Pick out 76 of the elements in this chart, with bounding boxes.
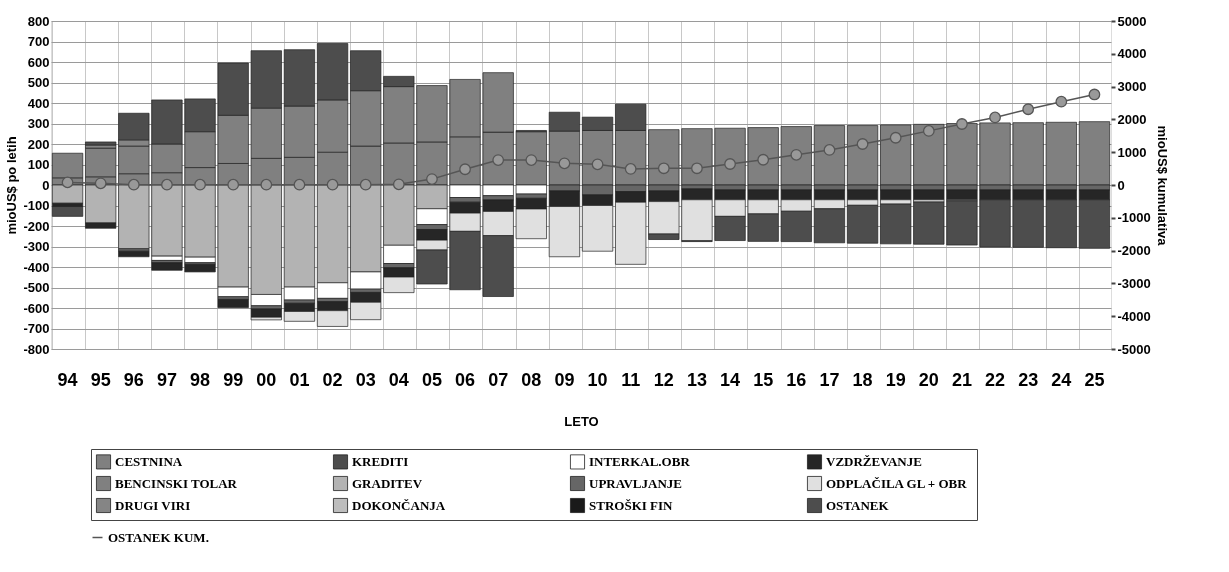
y-tick-label: 300 <box>27 116 50 131</box>
x-tick-label: 00 <box>256 369 277 390</box>
legend-label: UPRAVLJANJE <box>589 475 682 491</box>
legend-label: INTERKAL.OBR <box>589 453 691 469</box>
x-tick-label: 13 <box>686 369 707 390</box>
x-tick-label: 20 <box>918 369 939 390</box>
y-axis-title: mioUS$ po letih <box>4 136 20 235</box>
x-tick-label: 01 <box>289 369 310 390</box>
y-tick-label: -700 <box>23 321 50 336</box>
x-tick-label: 25 <box>1084 369 1105 390</box>
y-tick-label: -600 <box>23 300 50 316</box>
legend-label: OSTANEK <box>826 497 890 513</box>
x-tick-label: 11 <box>621 369 641 390</box>
x-axis-title: LETO <box>564 413 599 429</box>
x-tick-label: 08 <box>521 369 542 390</box>
y2-tick-label: 1000 <box>1117 144 1147 160</box>
y-tick-label: 0 <box>42 177 50 193</box>
y-tick-label: 200 <box>27 136 50 152</box>
x-tick-label: 97 <box>156 369 177 390</box>
y-tick-label: 100 <box>27 157 50 172</box>
x-tick-label: 12 <box>653 369 674 390</box>
x-tick-label: 03 <box>355 369 376 390</box>
x-tick-label: 05 <box>421 369 442 390</box>
y-tick-label: 800 <box>27 13 50 29</box>
x-tick-label: 96 <box>123 369 144 390</box>
x-tick-label: 18 <box>852 369 873 390</box>
x-tick-label: 04 <box>388 369 409 390</box>
y2-tick-label: -5000 <box>1117 341 1151 357</box>
legend-label: BENCINSKI TOLAR <box>115 475 238 491</box>
x-tick-label: 19 <box>885 369 906 390</box>
x-tick-label: 21 <box>951 369 972 390</box>
y-tick-label: 400 <box>27 95 50 111</box>
legend-label: OSTANEK KUM. <box>108 529 209 545</box>
y2-tick-label: 0 <box>1117 177 1125 193</box>
x-tick-label: 07 <box>488 369 509 390</box>
y2-tick-label: -3000 <box>1117 275 1151 291</box>
x-tick-label: 17 <box>819 369 840 390</box>
x-tick-label: 98 <box>190 369 211 390</box>
x-tick-label: 15 <box>753 369 774 390</box>
legend-label: VZDRŽEVANJE <box>826 453 922 469</box>
y-tick-label: 600 <box>27 54 50 70</box>
x-tick-label: 02 <box>322 369 343 390</box>
y-tick-label: 500 <box>27 75 50 90</box>
x-tick-label: 94 <box>57 369 78 390</box>
y-tick-label: -800 <box>23 341 50 357</box>
y-tick-label: -400 <box>23 259 50 275</box>
y2-tick-label: 3000 <box>1117 79 1147 95</box>
x-tick-label: 95 <box>90 369 111 390</box>
x-tick-label: 23 <box>1018 369 1039 390</box>
y-tick-label: -100 <box>23 198 50 213</box>
y-tick-label: -500 <box>23 280 50 295</box>
y2-tick-label: -2000 <box>1117 243 1151 259</box>
legend-label: STROŠKI FIN <box>589 497 674 513</box>
legend-label: DOKONČANJA <box>352 497 446 513</box>
y2-tick-label: 2000 <box>1117 111 1147 127</box>
x-tick-label: 24 <box>1051 369 1072 390</box>
x-tick-label: 09 <box>554 369 575 390</box>
x-tick-label: 16 <box>786 369 807 390</box>
legend-label: DRUGI VIRI <box>115 497 191 513</box>
x-tick-label: 10 <box>587 369 608 390</box>
x-tick-label: 06 <box>455 369 476 390</box>
y-tick-label: 700 <box>27 34 50 49</box>
y-tick-label: -200 <box>23 218 50 234</box>
legend-label: GRADITEV <box>352 475 423 491</box>
y2-tick-label: 4000 <box>1117 46 1147 62</box>
x-tick-label: 14 <box>720 369 741 390</box>
y2-tick-label: 5000 <box>1117 13 1147 29</box>
y2-tick-label: -1000 <box>1117 210 1151 226</box>
y2-axis-title: mioUS$ kumulativa <box>1154 125 1170 247</box>
legend-label: CESTNINA <box>115 453 183 469</box>
y-tick-label: -300 <box>23 239 50 254</box>
legend-label: KREDITI <box>352 453 409 469</box>
x-tick-label: 22 <box>985 369 1006 390</box>
x-tick-label: 99 <box>223 369 244 390</box>
legend-label: ODPLAČILA GL + OBR <box>826 475 968 491</box>
y2-tick-label: -4000 <box>1117 308 1151 324</box>
